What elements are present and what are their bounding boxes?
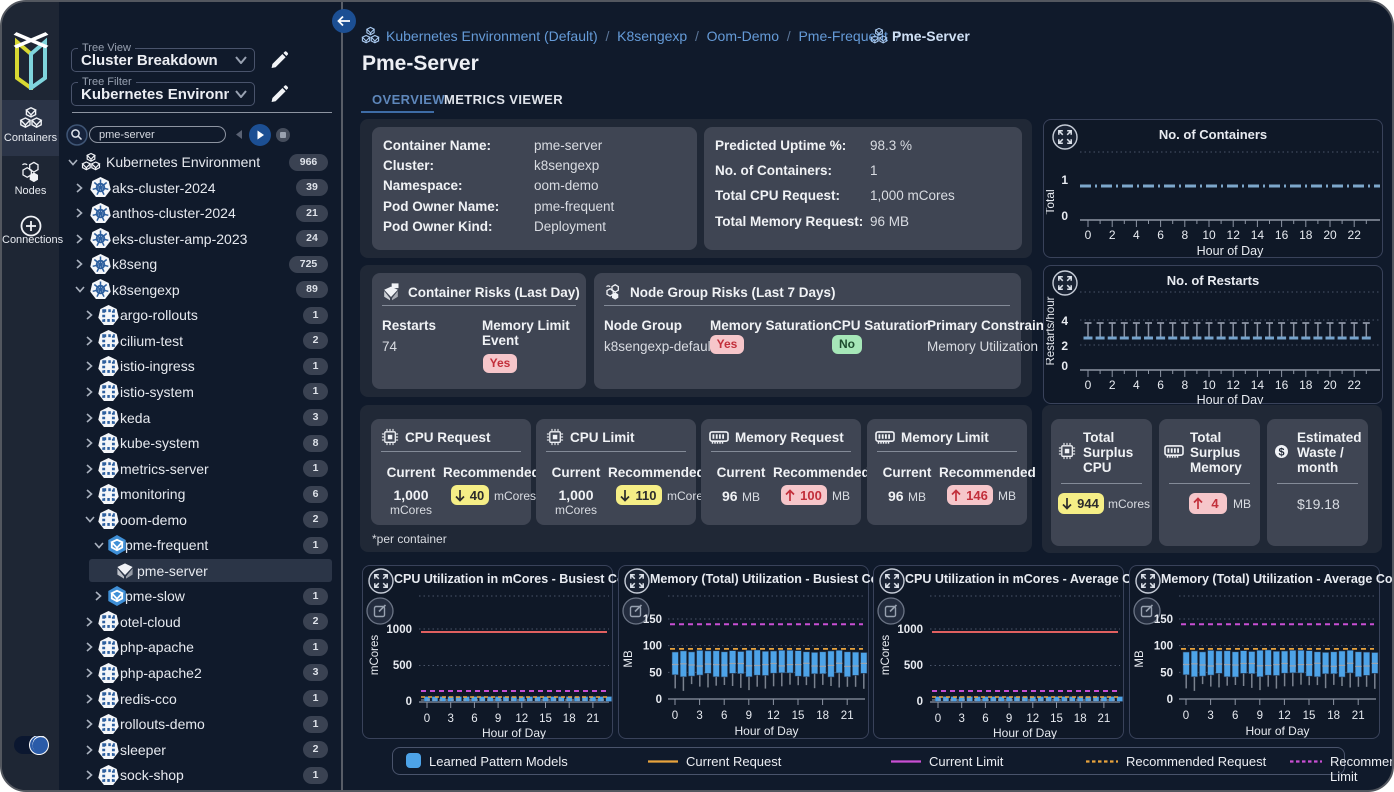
svg-text:1000: 1000: [386, 624, 412, 636]
svg-text:20: 20: [1323, 378, 1337, 392]
svg-text:12: 12: [1227, 378, 1241, 392]
svg-text:50: 50: [1160, 667, 1173, 679]
svg-text:9: 9: [495, 713, 501, 725]
svg-text:6: 6: [1157, 228, 1164, 242]
svg-text:Hour of Day: Hour of Day: [1197, 244, 1264, 258]
svg-text:100: 100: [643, 641, 662, 653]
svg-text:Hour of Day: Hour of Day: [993, 726, 1057, 739]
svg-text:MB: MB: [1134, 650, 1146, 668]
svg-text:6: 6: [1232, 710, 1238, 722]
svg-text:15: 15: [539, 713, 552, 725]
svg-text:100: 100: [1154, 641, 1173, 653]
svg-text:4: 4: [1133, 228, 1140, 242]
svg-text:0: 0: [1085, 228, 1092, 242]
svg-text:9: 9: [1006, 713, 1012, 725]
svg-text:18: 18: [1299, 228, 1313, 242]
svg-text:6: 6: [471, 713, 477, 725]
svg-text:2: 2: [1109, 378, 1116, 392]
svg-text:22: 22: [1348, 228, 1362, 242]
svg-text:0: 0: [917, 696, 923, 708]
svg-text:0: 0: [672, 710, 678, 722]
svg-text:0: 0: [1183, 710, 1189, 722]
svg-text:6: 6: [721, 710, 727, 722]
svg-text:Hour of Day: Hour of Day: [1245, 724, 1309, 738]
svg-text:9: 9: [1257, 710, 1263, 722]
svg-text:0: 0: [1061, 209, 1068, 223]
svg-text:22: 22: [1348, 378, 1362, 392]
svg-text:4: 4: [1133, 378, 1140, 392]
svg-text:18: 18: [1074, 713, 1087, 725]
svg-text:16: 16: [1275, 228, 1289, 242]
svg-text:9: 9: [746, 710, 752, 722]
svg-text:1000: 1000: [897, 624, 923, 636]
svg-text:3: 3: [696, 710, 702, 722]
svg-text:18: 18: [816, 710, 829, 722]
svg-text:15: 15: [1303, 710, 1316, 722]
svg-text:500: 500: [904, 660, 923, 672]
svg-text:Hour of Day: Hour of Day: [482, 726, 546, 739]
svg-text:8: 8: [1181, 228, 1188, 242]
svg-text:21: 21: [587, 713, 600, 725]
svg-text:150: 150: [643, 614, 662, 626]
svg-text:12: 12: [1026, 713, 1039, 725]
svg-text:12: 12: [1227, 228, 1241, 242]
svg-text:14: 14: [1251, 378, 1265, 392]
svg-text:Total: Total: [1046, 189, 1057, 214]
svg-text:18: 18: [1327, 710, 1340, 722]
svg-text:14: 14: [1251, 228, 1265, 242]
svg-text:0: 0: [406, 696, 412, 708]
svg-text:0: 0: [1061, 359, 1068, 373]
svg-text:500: 500: [393, 660, 412, 672]
svg-text:MB: MB: [623, 650, 635, 668]
svg-text:12: 12: [515, 713, 528, 725]
svg-text:Hour of Day: Hour of Day: [1197, 393, 1264, 404]
svg-text:21: 21: [1352, 710, 1365, 722]
svg-text:50: 50: [649, 667, 662, 679]
svg-text:Hour of Day: Hour of Day: [734, 724, 798, 738]
svg-text:4: 4: [1061, 314, 1068, 328]
svg-text:0: 0: [424, 713, 430, 725]
svg-text:16: 16: [1275, 378, 1289, 392]
svg-text:20: 20: [1323, 228, 1337, 242]
svg-text:8: 8: [1181, 378, 1188, 392]
svg-text:15: 15: [1050, 713, 1063, 725]
svg-text:12: 12: [1278, 710, 1291, 722]
svg-text:0: 0: [656, 694, 662, 706]
svg-text:6: 6: [982, 713, 988, 725]
svg-text:$: $: [1278, 446, 1284, 458]
svg-text:mCores: mCores: [369, 635, 381, 676]
svg-text:0: 0: [935, 713, 941, 725]
svg-text:3: 3: [1207, 710, 1213, 722]
svg-text:2: 2: [1061, 339, 1068, 353]
svg-text:10: 10: [1202, 228, 1216, 242]
svg-text:0: 0: [1167, 694, 1173, 706]
svg-text:10: 10: [1202, 378, 1216, 392]
svg-text:3: 3: [958, 713, 964, 725]
svg-text:18: 18: [563, 713, 576, 725]
svg-text:1: 1: [1061, 173, 1068, 187]
svg-text:18: 18: [1299, 378, 1313, 392]
svg-text:12: 12: [767, 710, 780, 722]
svg-text:0: 0: [1085, 378, 1092, 392]
svg-text:15: 15: [792, 710, 805, 722]
svg-text:6: 6: [1157, 378, 1164, 392]
svg-text:3: 3: [447, 713, 453, 725]
svg-text:21: 21: [1098, 713, 1111, 725]
svg-text:21: 21: [841, 710, 854, 722]
svg-text:150: 150: [1154, 614, 1173, 626]
svg-text:2: 2: [1109, 228, 1116, 242]
svg-text:Restarts/hour: Restarts/hour: [1046, 296, 1057, 365]
svg-text:mCores: mCores: [880, 635, 892, 676]
